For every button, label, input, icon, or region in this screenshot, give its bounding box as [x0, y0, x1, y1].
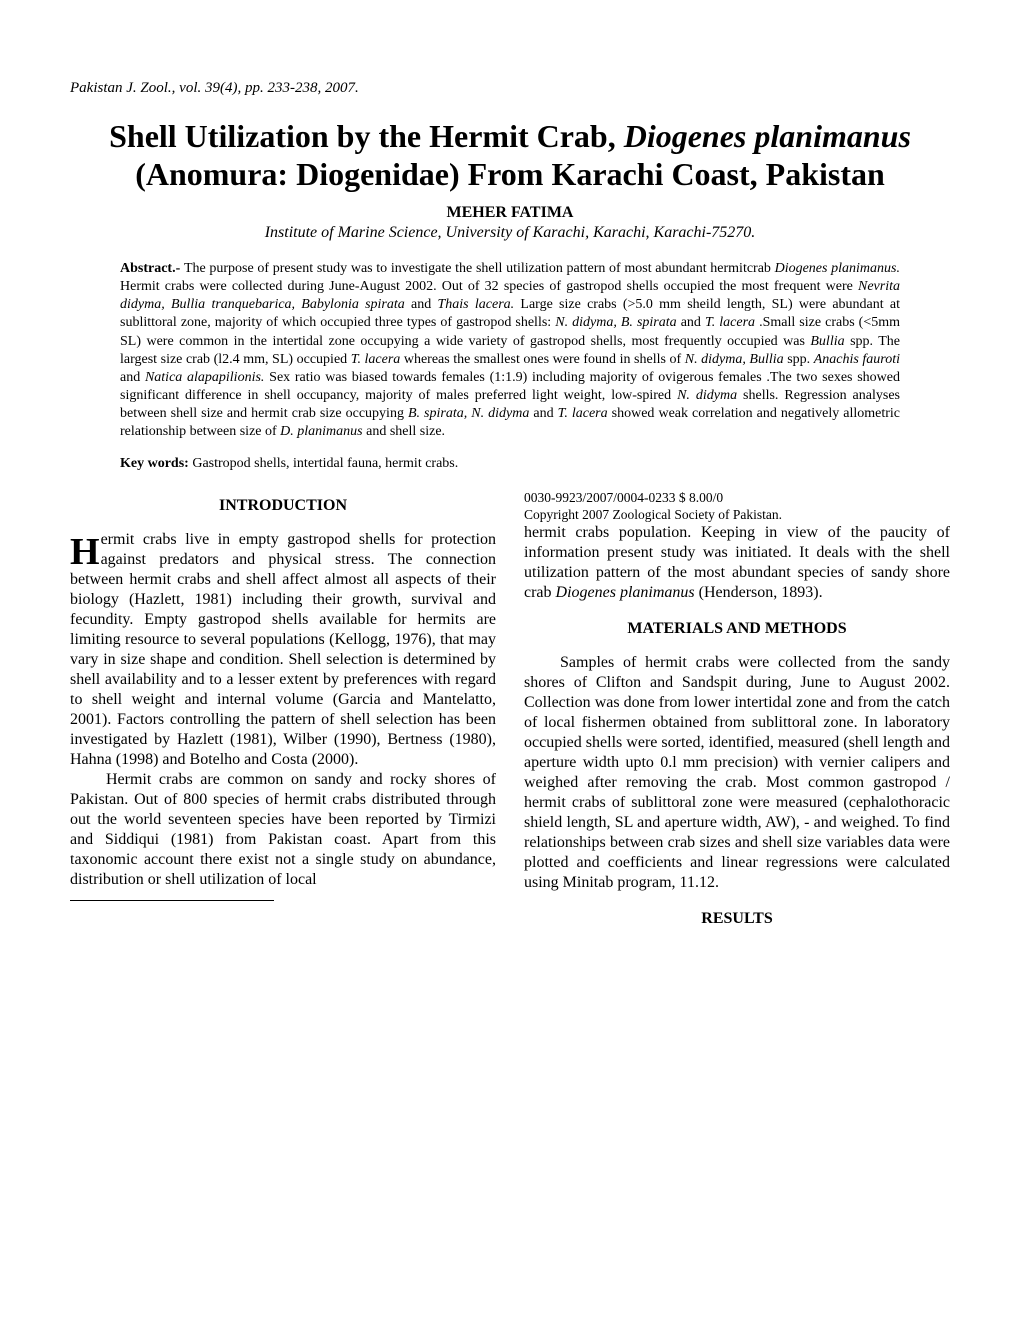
abstract-text: spp. [784, 352, 814, 367]
abstract-text: Hermit crabs were collected during June-… [120, 279, 858, 294]
abstract-italic: Diogenes planimanus. [775, 261, 900, 276]
abstract-label: Abstract.- [120, 261, 184, 276]
intro-para-1: Hermit crabs live in empty gastropod she… [70, 530, 496, 770]
intro-text: ermit crabs live in empty gastropod shel… [70, 531, 496, 768]
right-column: 0030-9923/2007/0004-0233 $ 8.00/0 Copyri… [524, 490, 950, 944]
abstract-italic: T. lacera [705, 315, 755, 330]
abstract-italic: B. spirata, N. didyma [408, 406, 529, 421]
abstract-text: whereas the smallest ones were found in … [400, 352, 684, 367]
title-species-name: Diogenes planimanus [624, 118, 911, 154]
abstract-italic: N. didyma [677, 388, 737, 403]
author-name: MEHER FATIMA [70, 204, 950, 222]
abstract-text: The purpose of present study was to inve… [184, 261, 775, 276]
keywords-label: Key words: [120, 456, 192, 471]
results-heading: RESULTS [524, 909, 950, 929]
dropcap-letter: H [70, 530, 101, 568]
paper-title: Shell Utilization by the Hermit Crab, Di… [70, 117, 950, 194]
methods-heading: MATERIALS AND METHODS [524, 619, 950, 639]
abstract-italic: N. didyma, Bullia [685, 352, 784, 367]
abstract-italic: T. lacera [558, 406, 608, 421]
two-column-body: INTRODUCTION Hermit crabs live in empty … [70, 490, 950, 944]
left-column: INTRODUCTION Hermit crabs live in empty … [70, 490, 496, 944]
abstract-italic: D. planimanus [280, 424, 362, 439]
abstract-italic: N. didyma, B. spirata [555, 315, 676, 330]
abstract-italic: Thais lacera. [438, 297, 515, 312]
abstract-block: Abstract.- The purpose of present study … [120, 260, 900, 442]
title-part-1: Shell Utilization by the Hermit Crab, [109, 118, 624, 154]
title-part-2: (Anomura: Diogenidae) From Karachi Coast… [135, 156, 885, 192]
intro-para-3: hermit crabs population. Keeping in view… [524, 523, 950, 603]
intro-text: (Henderson, 1893). [695, 584, 823, 601]
author-affiliation: Institute of Marine Science, University … [70, 224, 950, 242]
abstract-italic: Bullia [810, 334, 844, 349]
abstract-text: and [405, 297, 438, 312]
intro-para-2: Hermit crabs are common on sandy and roc… [70, 770, 496, 890]
species-name: Diogenes planimanus [556, 584, 695, 601]
abstract-italic: Natica alapapilionis. [145, 370, 264, 385]
abstract-text: and [677, 315, 705, 330]
copyright-line-2: Copyright 2007 Zoological Society of Pak… [524, 507, 950, 524]
introduction-heading: INTRODUCTION [70, 496, 496, 516]
copyright-line-1: 0030-9923/2007/0004-0233 $ 8.00/0 [524, 490, 950, 507]
abstract-text: and [120, 370, 145, 385]
footnote-divider [70, 900, 274, 901]
abstract-text: and shell size. [363, 424, 445, 439]
abstract-italic: T. lacera [351, 352, 401, 367]
methods-para-1: Samples of hermit crabs were collected f… [524, 653, 950, 893]
abstract-italic: Anachis fauroti [814, 352, 900, 367]
abstract-text: and [529, 406, 557, 421]
keywords-text: Gastropod shells, intertidal fauna, herm… [192, 456, 458, 471]
keywords-block: Key words: Gastropod shells, intertidal … [120, 456, 900, 472]
journal-header: Pakistan J. Zool., vol. 39(4), pp. 233-2… [70, 80, 950, 97]
